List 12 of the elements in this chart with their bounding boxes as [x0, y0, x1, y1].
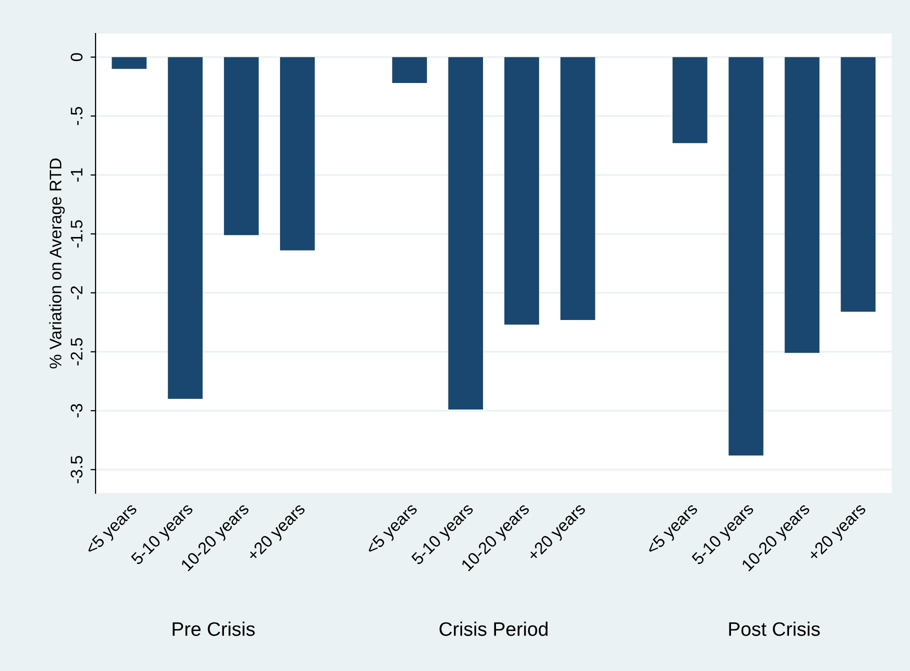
text: Post Crisis	[729, 622, 820, 636]
y-tick-label: -3	[70, 404, 83, 418]
y-axis-title: % Variation on Average RTD	[49, 158, 65, 368]
text: Crisis Period	[440, 622, 548, 636]
y-tick-label: -2	[70, 286, 82, 300]
y-tick-label: -1.5	[70, 220, 83, 248]
y-tick-label: -2.5	[70, 338, 83, 366]
y-tick-label: -1	[70, 168, 82, 182]
y-tick-label: -3.5	[70, 456, 83, 484]
text: Pre Crisis	[172, 622, 255, 636]
y-tick-label: 0	[70, 53, 83, 62]
y-tick-label: -.5	[70, 107, 83, 126]
